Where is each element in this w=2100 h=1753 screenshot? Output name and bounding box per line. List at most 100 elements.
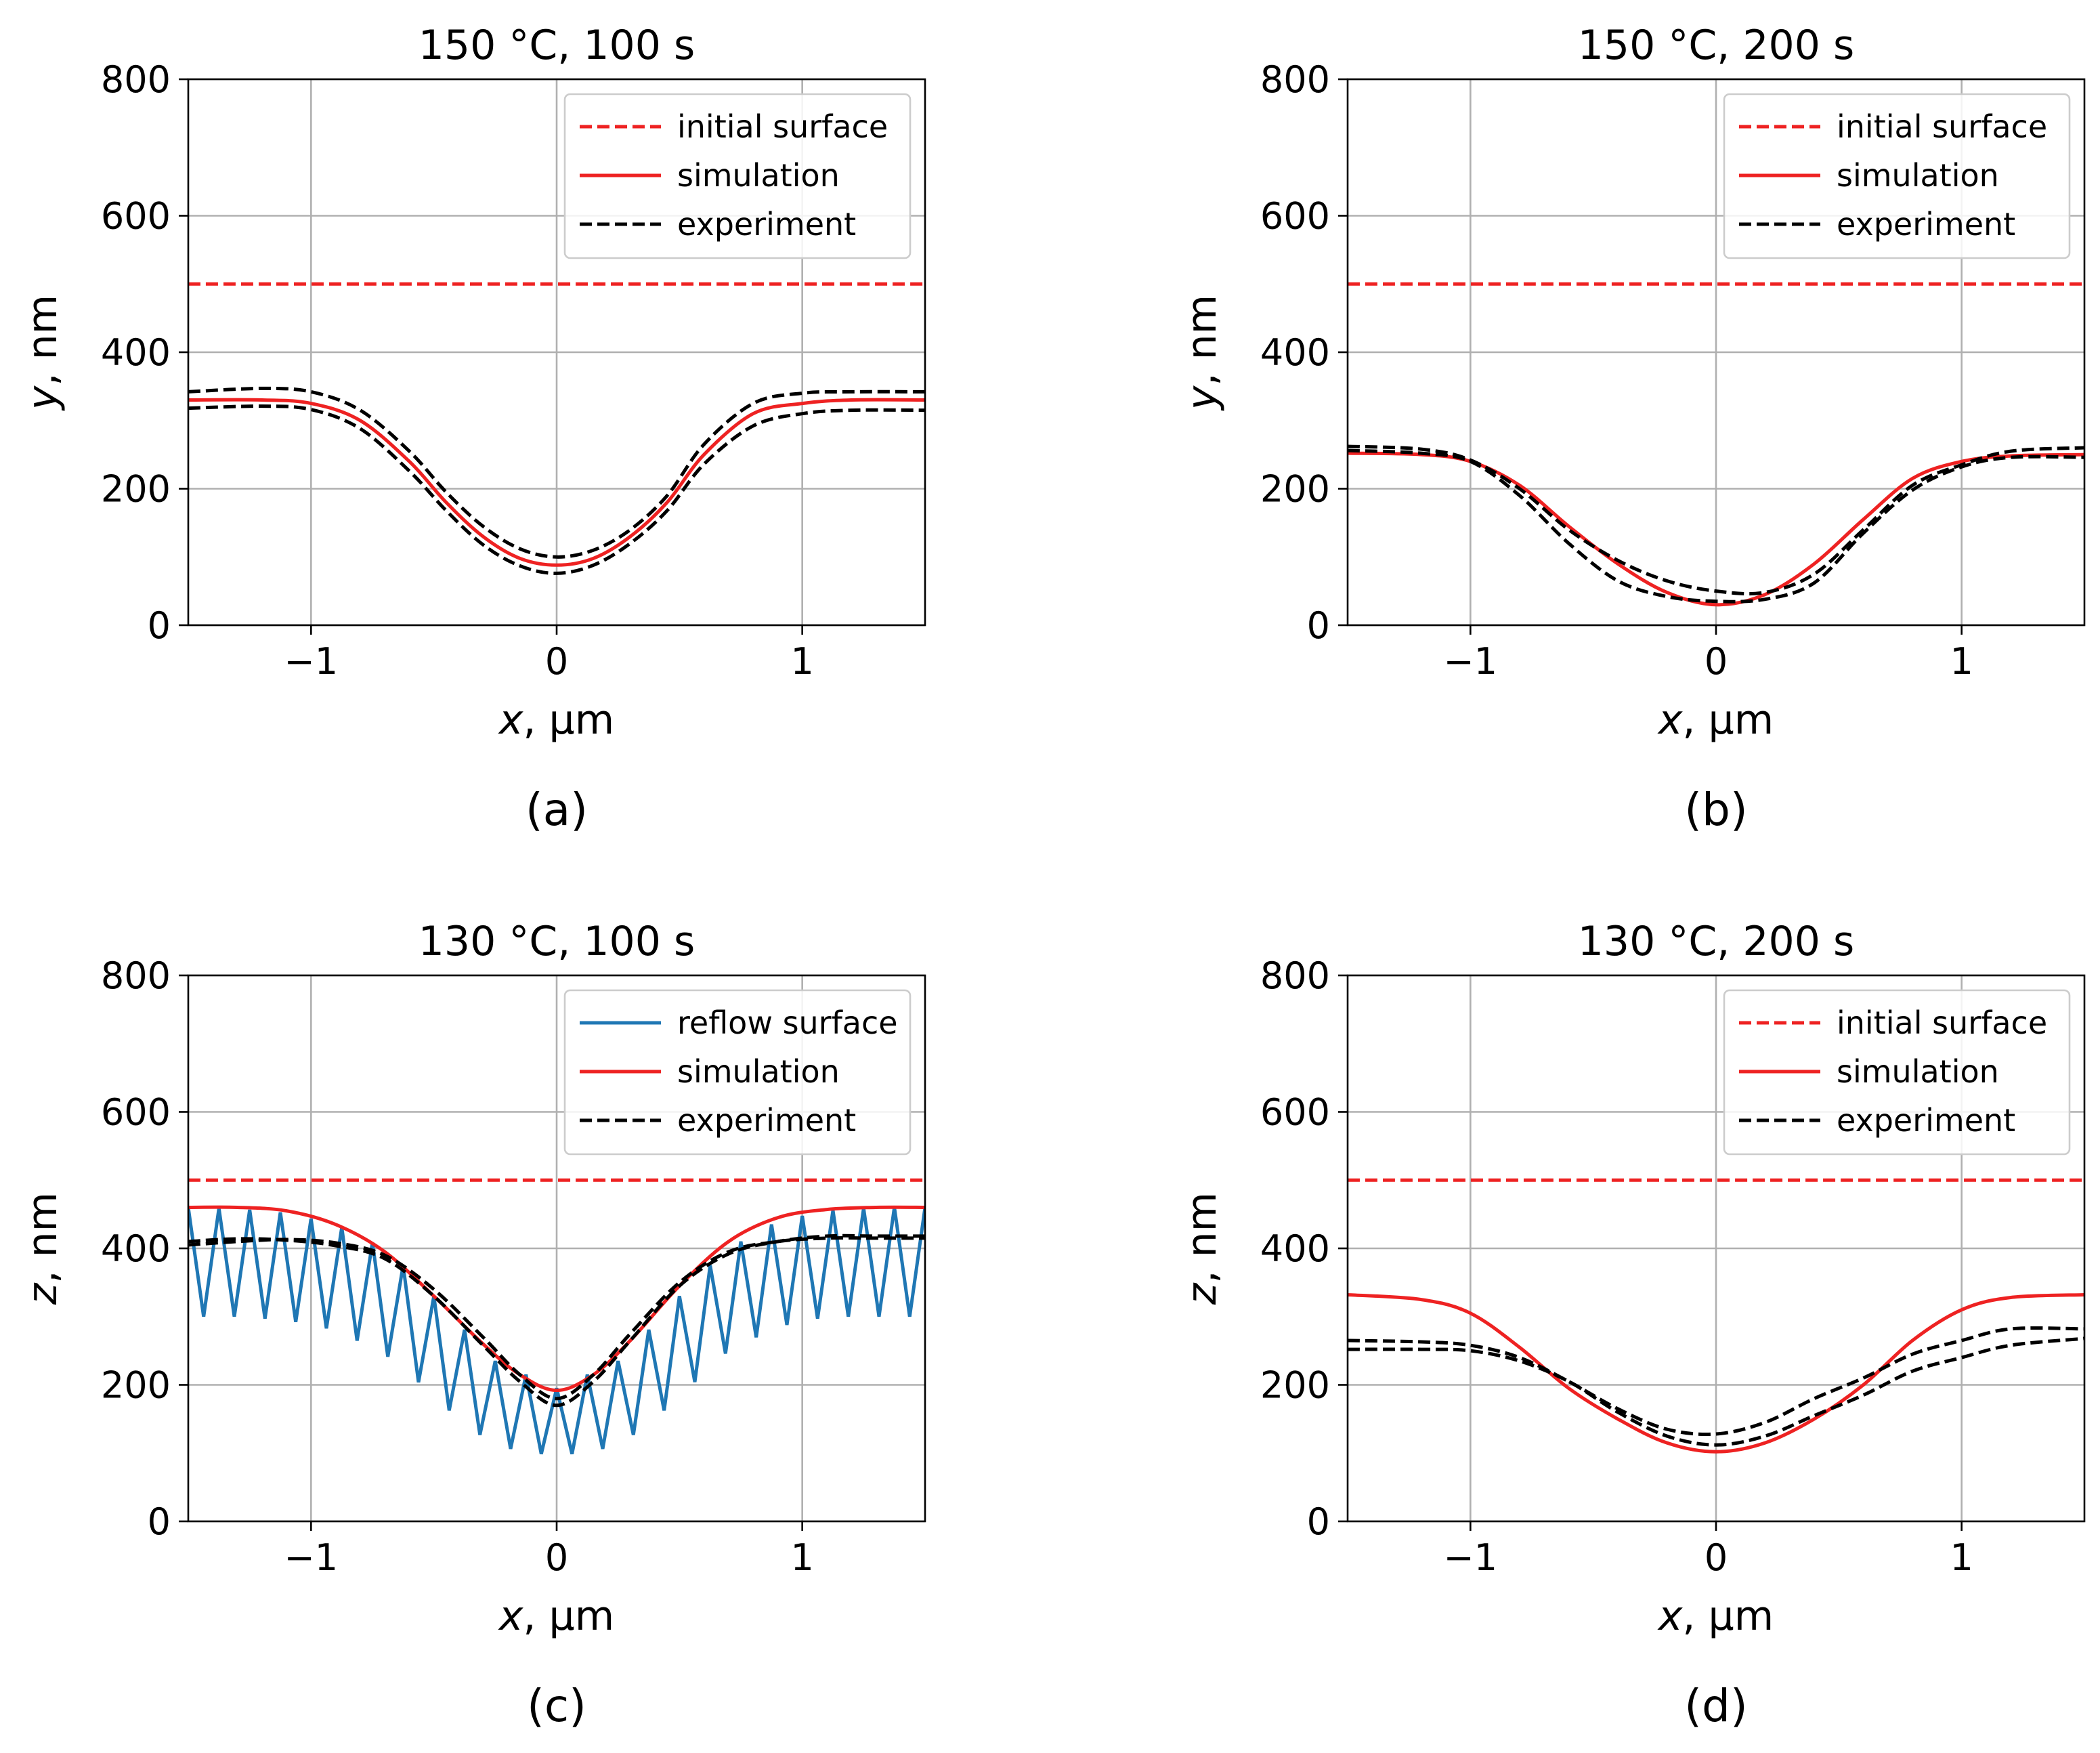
chart-title: 130 °C, 200 s — [1578, 918, 1855, 965]
y-axis-label: z, nm — [1178, 1192, 1226, 1305]
y-tick-label: 200 — [101, 468, 171, 511]
y-axis-label-var: z — [1178, 1282, 1226, 1305]
y-tick-label: 400 — [1260, 1227, 1330, 1270]
series-experiment — [188, 1236, 925, 1401]
panel-d: −1 0 1 0 200 400 600 800 130 °C, 200 s x, µm z, nm… — [1178, 918, 2086, 1732]
y-tick-label: 0 — [148, 1500, 171, 1543]
legend-label: experiment — [677, 206, 856, 242]
x-tick-label: −1 — [284, 640, 339, 683]
series-experiment-lower — [1348, 448, 2084, 604]
legend: initial surface simulation experiment — [563, 93, 912, 259]
chart-title: 150 °C, 200 s — [1578, 22, 1855, 69]
y-tick-label: 800 — [1260, 954, 1330, 997]
y-tick-label: 800 — [101, 954, 171, 997]
x-axis-label-var: x — [1657, 1592, 1683, 1640]
x-tick-label: −1 — [1444, 1536, 1498, 1579]
x-tick-label: 1 — [790, 640, 813, 683]
panel-label: (a) — [526, 784, 588, 836]
y-axis-label-unit: , nm — [1178, 295, 1226, 386]
y-tick-label: 200 — [1260, 468, 1330, 511]
y-tick-label: 800 — [1260, 58, 1330, 101]
y-tick-label: 400 — [1260, 331, 1330, 374]
y-tick-label: 0 — [1307, 1500, 1330, 1543]
series-experiment — [1348, 444, 2084, 596]
series-experiment — [1348, 1326, 2084, 1437]
y-axis-label-var: z — [19, 1282, 66, 1305]
legend: reflow surface simulation experiment — [563, 989, 912, 1156]
x-axis-label: x, µm — [1657, 696, 1774, 744]
x-tick-label: 0 — [545, 640, 568, 683]
panel-label: (c) — [527, 1680, 586, 1732]
x-axis-label-var: x — [498, 696, 523, 744]
y-tick-label: 600 — [101, 195, 171, 238]
legend-label: simulation — [677, 157, 840, 194]
x-tick-label: −1 — [1444, 640, 1498, 683]
y-tick-label: 400 — [101, 1227, 171, 1270]
y-axis-label: y, nm — [19, 295, 66, 411]
y-tick-label: 600 — [1260, 195, 1330, 238]
chart-title: 150 °C, 100 s — [419, 22, 695, 69]
y-tick-label: 600 — [1260, 1091, 1330, 1134]
legend-frame — [1723, 93, 2071, 259]
x-tick-label: −1 — [284, 1536, 339, 1579]
legend-label: simulation — [1837, 1053, 1999, 1090]
series-experiment-lower — [1348, 1336, 2084, 1447]
y-tick-label: 800 — [101, 58, 171, 101]
x-axis-label: x, µm — [498, 696, 614, 744]
plot-area — [188, 1178, 925, 1455]
series-simulation — [188, 398, 925, 567]
legend: initial surface simulation experiment — [1723, 93, 2071, 259]
legend-label: experiment — [1837, 206, 2015, 242]
legend-label: initial surface — [1837, 1005, 2047, 1041]
panel-label: (b) — [1684, 784, 1747, 836]
legend: initial surface simulation experiment — [1723, 989, 2071, 1156]
y-axis-label-var: y — [19, 385, 66, 411]
plot-area — [1348, 1178, 2084, 1454]
legend-label: simulation — [1837, 157, 1999, 194]
x-tick-label: 1 — [1950, 640, 1973, 683]
x-axis-label: x, µm — [498, 1592, 614, 1640]
series-simulation — [1348, 451, 2084, 607]
series-simulation — [1348, 1293, 2084, 1454]
panel-label: (d) — [1684, 1680, 1747, 1732]
series-experiment-second — [188, 1233, 925, 1408]
y-axis-label: y, nm — [1178, 295, 1226, 411]
plot-area — [1348, 282, 2084, 607]
x-axis-label-unit: , µm — [523, 696, 614, 744]
legend-label: initial surface — [1837, 108, 2047, 145]
chart-title: 130 °C, 100 s — [419, 918, 695, 965]
legend-frame — [1723, 989, 2071, 1156]
legend-frame — [563, 989, 912, 1156]
y-tick-label: 400 — [101, 331, 171, 374]
x-axis-label-unit: , µm — [523, 1592, 614, 1640]
x-axis-label-var: x — [498, 1592, 523, 1640]
legend-label: initial surface — [677, 108, 888, 145]
legend-label: simulation — [677, 1053, 840, 1090]
panel-c: −1 0 1 0 200 400 600 800 130 °C, 100 s x, µm z, nm… — [19, 918, 926, 1732]
y-tick-label: 200 — [101, 1364, 171, 1407]
y-axis-label-unit: , nm — [19, 1192, 66, 1284]
series-reflow-surface — [188, 1207, 925, 1455]
x-axis-label-unit: , µm — [1682, 696, 1774, 744]
x-tick-label: 0 — [1705, 1536, 1728, 1579]
legend-label: experiment — [677, 1102, 856, 1139]
x-axis-label: x, µm — [1657, 1592, 1774, 1640]
y-tick-label: 600 — [101, 1091, 171, 1134]
y-axis-label-unit: , nm — [19, 295, 66, 386]
x-axis-label-unit: , µm — [1682, 1592, 1774, 1640]
panel-a: −1 0 1 0 200 400 600 800 150 °C, 100 s x, µm y, nm… — [19, 22, 926, 836]
x-tick-label: 1 — [790, 1536, 813, 1579]
legend-label: experiment — [1837, 1102, 2015, 1139]
x-axis-label-var: x — [1657, 696, 1683, 744]
plot-area — [188, 282, 925, 575]
panel-b: −1 0 1 0 200 400 600 800 150 °C, 200 s x, µm y, nm… — [1178, 22, 2086, 836]
x-tick-label: 1 — [1950, 1536, 1973, 1579]
series-experiment — [188, 386, 925, 559]
y-tick-label: 0 — [1307, 604, 1330, 647]
y-tick-label: 200 — [1260, 1364, 1330, 1407]
series-experiment-lower — [188, 404, 925, 575]
series-simulation — [188, 1205, 925, 1393]
y-axis-label-var: y — [1178, 385, 1226, 411]
